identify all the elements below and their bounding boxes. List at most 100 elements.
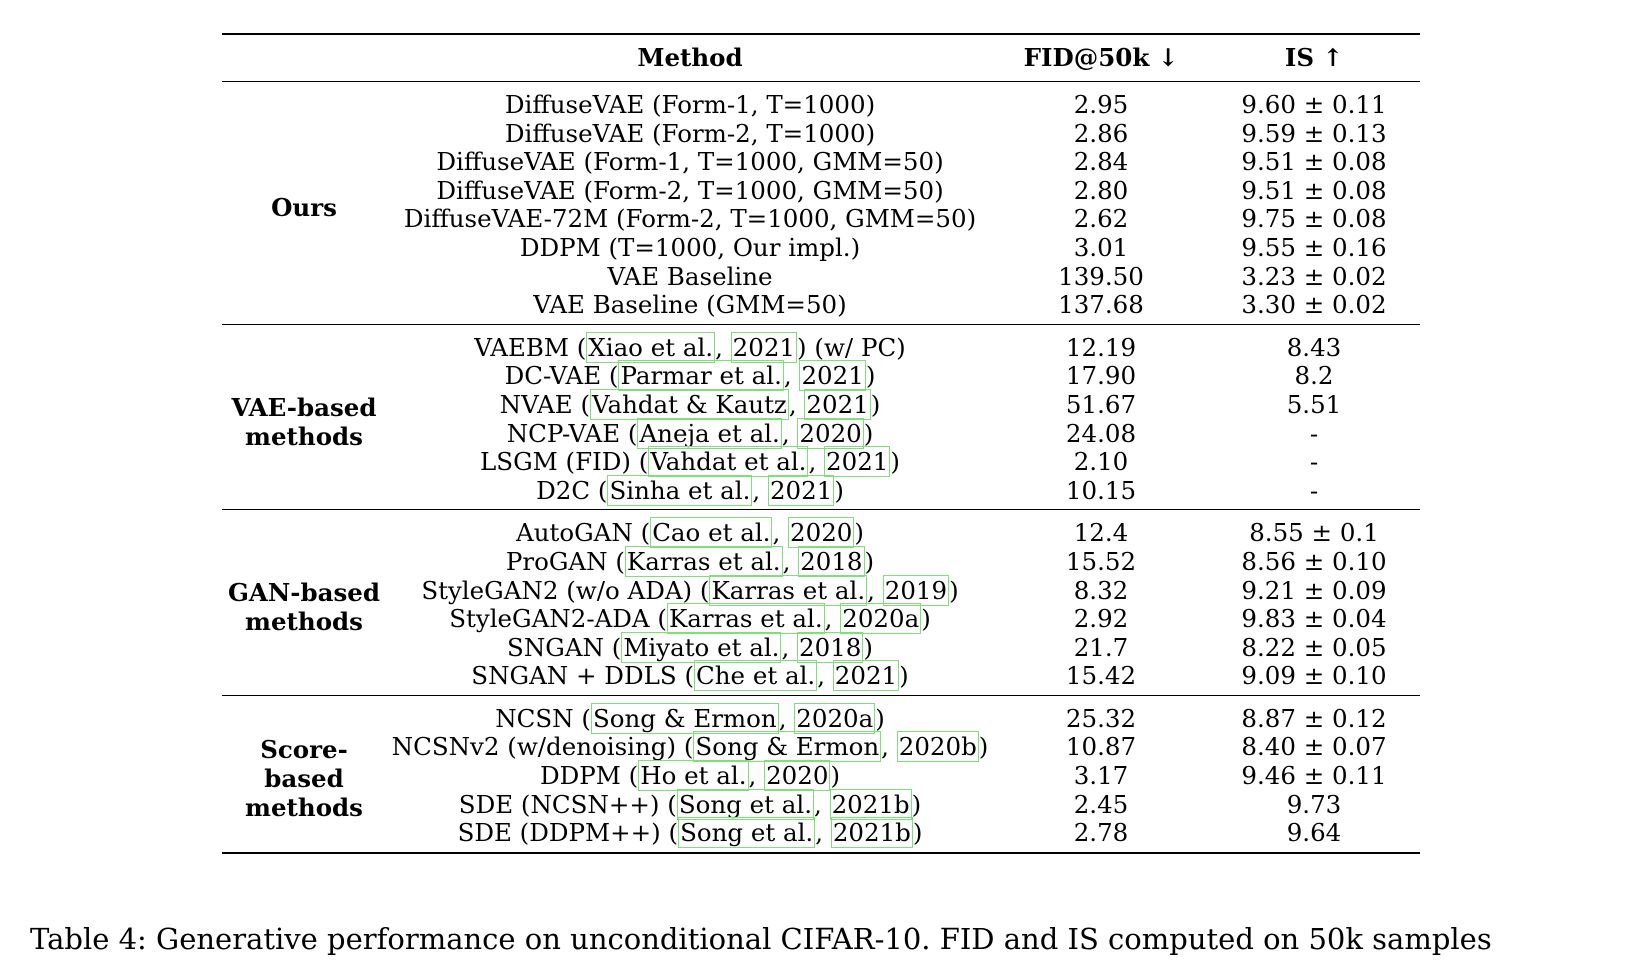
method-cell: VAE Baseline bbox=[607, 261, 773, 291]
table-row: SNGAN (Miyato et al., 2018) 21.7 8.22 ± 0.… bbox=[222, 631, 1420, 663]
fid-cell: 2.80 bbox=[1073, 175, 1129, 205]
method-cell: SDE (DDPM++) (Song et al., 2021b) bbox=[457, 817, 923, 849]
method-name: SNGAN + DDLS bbox=[471, 661, 677, 691]
fid-cell: 137.68 bbox=[1058, 290, 1144, 320]
citation-year-link[interactable]: 2021 bbox=[824, 446, 891, 478]
is-cell: 8.43 bbox=[1286, 332, 1342, 362]
citation-year-link[interactable]: 2020a bbox=[840, 603, 922, 635]
is-cell: 8.55 ± 0.1 bbox=[1249, 518, 1379, 548]
method-name: DC-VAE bbox=[504, 361, 602, 391]
method-cell: NCP-VAE (Aneja et al., 2020) bbox=[506, 417, 874, 449]
citation-year-link[interactable]: 2021 bbox=[767, 474, 835, 506]
fid-cell: 12.4 bbox=[1073, 518, 1129, 548]
table-row: DiffuseVAE (Form-1, T=1000, GMM=50) 2.84 9… bbox=[222, 148, 1420, 177]
citation-year-link[interactable]: 2018 bbox=[798, 545, 865, 577]
citation-year-link[interactable]: 2021 bbox=[832, 660, 900, 692]
table-row: Ours DiffuseVAE (Form-1, T=1000) 2.95 9.60 … bbox=[222, 82, 1420, 222]
table-row: SDE (NCSN++) (Song et al., 2021b) 2.45 9.7… bbox=[222, 788, 1420, 820]
is-cell: 8.22 ± 0.05 bbox=[1241, 632, 1387, 662]
citation-authors-link[interactable]: Karras et al. bbox=[709, 574, 868, 606]
is-cell: 9.51 ± 0.08 bbox=[1241, 175, 1387, 205]
citation-authors-link[interactable]: Song et al. bbox=[678, 817, 816, 849]
group-label: Ours bbox=[271, 192, 337, 222]
header-is: IS ↑ bbox=[1284, 42, 1344, 72]
fid-cell: 2.62 bbox=[1073, 204, 1129, 234]
is-cell: 9.59 ± 0.13 bbox=[1241, 118, 1387, 148]
citation-authors-link[interactable]: Song & Ermon bbox=[693, 731, 882, 763]
method-suffix: (w/ PC) bbox=[806, 332, 906, 362]
table-header: Method FID@50k ↓ IS ↑ bbox=[222, 34, 1420, 82]
citation-year-link[interactable]: 2020b bbox=[896, 731, 979, 763]
citation-authors-link[interactable]: Karras et al. bbox=[624, 545, 783, 577]
citation-authors-link[interactable]: Vahdat & Kautz bbox=[590, 388, 789, 420]
citation-year-link[interactable]: 2021b bbox=[830, 817, 913, 849]
fid-cell: 2.10 bbox=[1073, 447, 1129, 477]
fid-cell: 51.67 bbox=[1065, 389, 1137, 419]
citation-year-link[interactable]: 2021 bbox=[730, 331, 798, 363]
method-name: SDE (DDPM++) bbox=[457, 818, 661, 848]
citation-authors-link[interactable]: Xiao et al. bbox=[586, 331, 716, 363]
method-name: StyleGAN2 (w/o ADA) bbox=[421, 575, 693, 605]
table-row: VAE Baseline 139.50 3.23 ± 0.02 bbox=[222, 261, 1420, 292]
citation-authors-link[interactable]: Che et al. bbox=[694, 660, 818, 692]
citation-authors-link[interactable]: Cao et al. bbox=[650, 517, 773, 549]
method-cell: SDE (NCSN++) (Song et al., 2021b) bbox=[458, 788, 922, 820]
citation-authors-link[interactable]: Parmar et al. bbox=[618, 360, 784, 392]
citation-authors-link[interactable]: Sinha et al. bbox=[607, 474, 753, 506]
header-group bbox=[222, 34, 386, 82]
is-cell: 5.51 bbox=[1286, 389, 1342, 419]
header-row: Method FID@50k ↓ IS ↑ bbox=[222, 34, 1420, 82]
fid-cell: 12.19 bbox=[1065, 332, 1137, 362]
is-cell: 3.23 ± 0.02 bbox=[1241, 261, 1387, 291]
is-cell: - bbox=[1309, 447, 1319, 477]
citation-year-link[interactable]: 2020 bbox=[788, 517, 855, 549]
table-row: GAN-based methods AutoGAN (Cao et al., 20… bbox=[222, 510, 1420, 636]
fid-cell: 2.86 bbox=[1073, 118, 1129, 148]
citation-authors-link[interactable]: Ho et al. bbox=[638, 760, 749, 792]
citation-year-link[interactable]: 2018 bbox=[797, 631, 864, 663]
table-row: NCSNv2 (w/denoising) (Song & Ermon, 2020… bbox=[222, 731, 1420, 763]
table-row: DC-VAE (Parmar et al., 2021) 17.90 8.2 bbox=[222, 360, 1420, 392]
fid-cell: 2.78 bbox=[1073, 818, 1129, 848]
citation-year-link[interactable]: 2021 bbox=[804, 388, 871, 420]
method-cell: DDPM (T=1000, Our impl.) bbox=[519, 232, 861, 262]
fid-cell: 2.92 bbox=[1073, 604, 1129, 634]
method-cell: StyleGAN2 (w/o ADA) (Karras et al., 2019… bbox=[421, 574, 959, 606]
fid-cell: 2.84 bbox=[1073, 147, 1129, 177]
group-label: Score-based methods bbox=[245, 734, 363, 822]
method-cell: NCSN (Song & Ermon, 2020a) bbox=[495, 702, 885, 734]
citation-year-link[interactable]: 2020 bbox=[764, 760, 831, 792]
header-fid: FID@50k ↓ bbox=[1023, 42, 1179, 72]
method-name: NCSN bbox=[495, 703, 574, 733]
method-name: DDPM bbox=[540, 761, 621, 791]
table-row: SDE (DDPM++) (Song et al., 2021b) 2.78 9.6… bbox=[222, 817, 1420, 853]
citation-year-link[interactable]: 2021b bbox=[829, 788, 912, 820]
table-row: StyleGAN2 (w/o ADA) (Karras et al., 2019… bbox=[222, 574, 1420, 606]
table-row: Score-based methods NCSN (Song & Ermon, 2… bbox=[222, 695, 1420, 822]
citation-year-link[interactable]: 2020 bbox=[797, 417, 864, 449]
method-name: D2C bbox=[536, 475, 591, 505]
fid-cell: 3.17 bbox=[1073, 761, 1129, 791]
citation-authors-link[interactable]: Aneja et al. bbox=[637, 417, 782, 449]
method-cell: VAE Baseline (GMM=50) bbox=[533, 290, 847, 320]
method-cell: LSGM (FID) (Vahdat et al., 2021) bbox=[480, 446, 900, 478]
citation-authors-link[interactable]: Karras et al. bbox=[666, 603, 825, 635]
table-caption: Table 4: Generative performance on uncon… bbox=[30, 922, 1492, 956]
citation-year-link[interactable]: 2021 bbox=[799, 360, 866, 392]
citation-year-link[interactable]: 2020a bbox=[794, 702, 876, 734]
method-name: ProGAN bbox=[505, 546, 608, 576]
is-cell: 9.55 ± 0.16 bbox=[1241, 232, 1387, 262]
citation-authors-link[interactable]: Song & Ermon bbox=[590, 702, 779, 734]
fid-cell: 8.32 bbox=[1073, 575, 1129, 605]
citation-authors-link[interactable]: Miyato et al. bbox=[621, 631, 782, 663]
citation-authors-link[interactable]: Vahdat et al. bbox=[648, 446, 809, 478]
fid-cell: 10.15 bbox=[1065, 475, 1137, 505]
is-cell: 9.64 bbox=[1286, 818, 1342, 848]
method-name: SDE (NCSN++) bbox=[458, 789, 660, 819]
citation-year-link[interactable]: 2019 bbox=[882, 574, 950, 606]
method-name: VAEBM bbox=[474, 332, 569, 362]
method-name: NCSNv2 (w/denoising) bbox=[391, 732, 677, 762]
fid-cell: 2.95 bbox=[1073, 90, 1129, 119]
citation-authors-link[interactable]: Song et al. bbox=[676, 788, 814, 820]
group-label: VAE-based methods bbox=[231, 392, 377, 451]
